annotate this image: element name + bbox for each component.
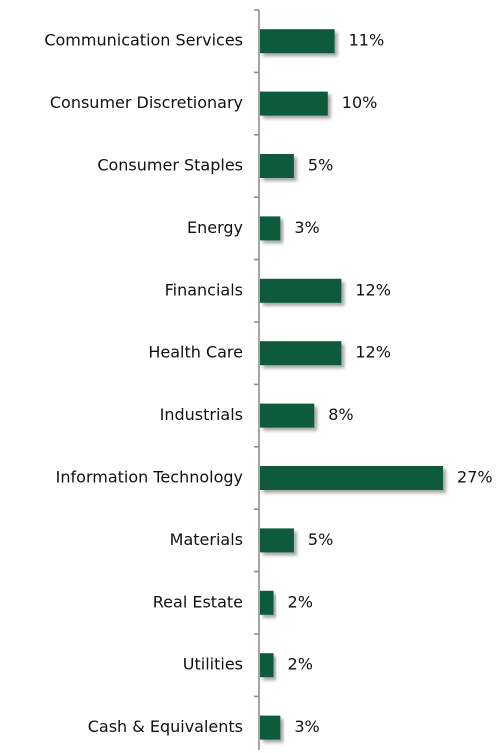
category-label: Financials: [165, 280, 243, 299]
category-label: Communication Services: [44, 31, 243, 50]
value-label: 5%: [308, 156, 333, 175]
bar: [260, 29, 335, 54]
value-label: 2%: [288, 592, 313, 611]
bar: [260, 91, 328, 116]
category-label: Real Estate: [153, 592, 243, 611]
bar: [260, 715, 281, 740]
value-label: 11%: [349, 31, 385, 50]
value-label: 3%: [294, 218, 319, 237]
bar: [260, 278, 342, 303]
category-label: Energy: [187, 218, 243, 237]
bar: [260, 653, 274, 678]
category-label: Consumer Staples: [97, 156, 243, 175]
value-label: 10%: [342, 93, 378, 112]
value-label: 12%: [355, 343, 391, 362]
category-label: Utilities: [183, 655, 243, 674]
category-label: Cash & Equivalents: [88, 717, 243, 736]
value-label: 3%: [294, 717, 319, 736]
value-label: 12%: [355, 280, 391, 299]
category-label: Industrials: [160, 405, 243, 424]
bar: [260, 590, 274, 615]
value-label: 8%: [328, 405, 353, 424]
category-label: Information Technology: [56, 468, 243, 487]
bar: [260, 403, 315, 428]
bar: [260, 528, 294, 553]
bar: [260, 216, 281, 241]
category-label: Consumer Discretionary: [50, 93, 243, 112]
category-label: Health Care: [148, 343, 243, 362]
bar: [260, 466, 444, 490]
bar: [260, 154, 294, 178]
value-label: 27%: [457, 468, 493, 487]
value-label: 2%: [288, 655, 313, 674]
bar: [260, 341, 342, 366]
category-label: Materials: [170, 530, 243, 549]
value-label: 5%: [308, 530, 333, 549]
